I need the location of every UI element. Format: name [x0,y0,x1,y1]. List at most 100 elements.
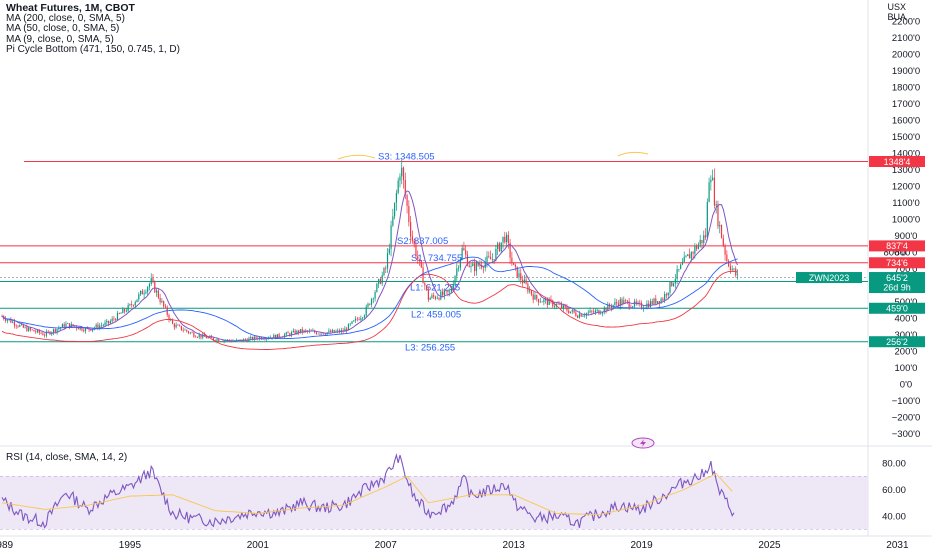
candle-body [502,236,504,243]
candle-body [584,315,586,317]
legend-ma50[interactable]: MA (50, close, 0, SMA, 5) [6,23,120,34]
candle-body [521,279,524,284]
candle-body [484,262,486,268]
candle-body [175,324,177,328]
candle-body [388,248,390,254]
candle-body [402,167,405,181]
candle-body [569,311,572,313]
candle-body [417,256,419,260]
time-tick-label: 1989 [0,540,14,550]
candle-body [466,254,469,266]
candle-body [159,297,161,303]
time-tick-label: 2007 [375,540,398,550]
candle-body [61,324,64,328]
price-tick-label: 800'0 [884,248,907,259]
lightning-icon[interactable] [631,437,655,449]
candle-body [399,176,401,181]
level-price-tag [869,336,925,348]
candle-body [239,339,241,341]
candle-body [410,222,412,237]
candle-body [532,294,534,300]
symbol-tag [796,272,862,284]
candle-body [33,329,35,332]
candle-body [564,305,566,308]
time-axis[interactable]: 1989 1995 2001 2007 2013 2019 2025 2031 [0,540,909,550]
candle-body [688,254,691,259]
candle-body [630,307,632,308]
rsi-title[interactable]: RSI (14, close, SMA, 14, 2) [6,452,128,463]
candle-body [253,336,255,340]
candle-body [179,325,181,326]
candle-body [509,242,511,258]
candle-body [529,290,531,292]
time-tick-label: 2031 [886,540,909,550]
candle-body [713,177,716,206]
price-axis[interactable]: 2200'0 2100'0 2000'0 1900'0 1800'0 1700'0 1600… [884,17,921,441]
legend-title: Wheat Futures, 1M, CBOT [6,2,135,14]
level-label: S1: 734.755 [411,253,462,264]
price-tick-label: 400'0 [895,314,918,325]
candle-body [452,284,454,289]
price-tick-label: 2000'0 [892,50,920,61]
candle-body [559,304,561,306]
candle-body [736,274,739,276]
price-tick-label: −100'0 [892,396,921,407]
candle-body [287,332,289,334]
candle-body [507,234,509,243]
candle-body [621,299,623,304]
time-tick-label: 2025 [758,540,781,550]
candle-body [381,275,383,284]
candle-body [536,295,538,300]
candle-body [562,305,565,309]
chart-legend: Wheat Futures, 1M, CBOT MA (200, close, … [6,3,180,56]
candle-body [285,332,287,335]
candle-body [491,259,493,260]
candle-body [624,300,627,301]
candle-body [314,330,316,333]
candle-body [97,324,99,329]
candle-body [152,278,154,282]
candle-body [461,248,463,260]
candle-body [596,309,598,311]
candle-body [683,256,685,263]
candle-body [83,330,85,332]
candle-body [390,225,392,249]
candle-body [397,180,399,193]
candle-body [431,295,433,298]
candle-body [656,301,659,304]
price-tick-label: 200'0 [895,347,918,358]
candle-body [733,268,735,270]
candle-body [722,238,724,246]
candle-body [674,279,676,284]
candle-body [386,253,389,269]
legend-ma200[interactable]: MA (200, close, 0, SMA, 5) [6,12,125,24]
candle-body [251,337,254,340]
candle-body [77,328,79,330]
candle-body [614,301,616,305]
legend-ma9[interactable]: MA (9, close, 0, SMA, 5) [6,33,114,45]
candle-body [671,281,673,286]
legend-pi-cycle[interactable]: Pi Cycle Bottom (471, 150, 0.745, 1, D) [6,44,180,55]
candle-body [58,328,60,330]
candle-body [132,304,135,306]
candle-body [420,260,422,268]
candle-body [4,318,7,321]
rsi-tick-label: 80.00 [882,459,906,470]
candle-body [219,341,222,342]
candle-body [669,281,671,293]
candle-body [646,303,648,308]
candle-body [346,328,348,331]
rsi-axis[interactable]: 80.00 60.00 40.00 [882,459,906,523]
candle-body [351,321,353,324]
time-tick-label: 2013 [503,540,526,550]
candle-body [134,302,136,306]
candle-body [401,167,403,177]
candle-body [378,279,380,284]
candle-body [321,333,323,335]
candle-body [154,281,156,293]
rsi-tick-label: 60.00 [882,485,906,496]
countdown-text: 26d 9h [883,283,911,293]
candle-body [123,308,126,312]
candle-body [44,335,46,336]
